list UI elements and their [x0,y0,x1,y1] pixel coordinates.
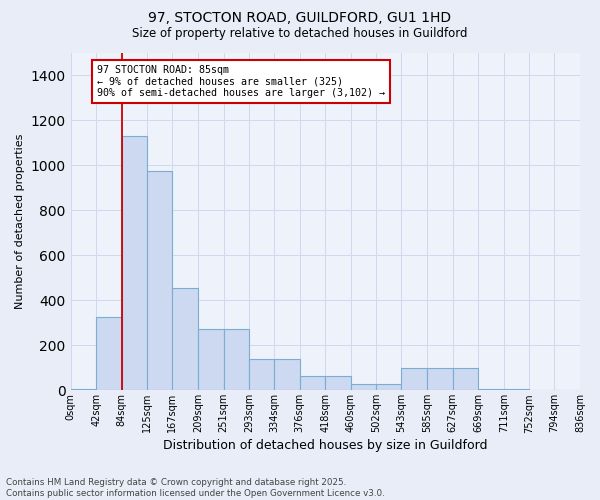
Bar [147,170,172,390]
Text: 97, STOCTON ROAD, GUILDFORD, GU1 1HD: 97, STOCTON ROAD, GUILDFORD, GU1 1HD [148,12,452,26]
Bar [249,359,274,390]
Bar [351,384,376,390]
Bar [274,359,299,390]
Bar [452,368,478,390]
Bar [224,330,249,390]
Text: Contains HM Land Registry data © Crown copyright and database right 2025.
Contai: Contains HM Land Registry data © Crown c… [6,478,385,498]
Bar [122,136,147,390]
Bar [96,317,122,390]
Bar [172,288,198,390]
X-axis label: Distribution of detached houses by size in Guildford: Distribution of detached houses by size … [163,440,488,452]
Text: 97 STOCTON ROAD: 85sqm
← 9% of detached houses are smaller (325)
90% of semi-det: 97 STOCTON ROAD: 85sqm ← 9% of detached … [97,65,385,98]
Bar [478,389,504,390]
Bar [504,389,529,390]
Y-axis label: Number of detached properties: Number of detached properties [15,134,25,309]
Bar [325,376,351,390]
Bar [401,368,427,390]
Bar [376,384,401,390]
Bar [71,389,96,390]
Text: Size of property relative to detached houses in Guildford: Size of property relative to detached ho… [132,28,468,40]
Bar [299,376,325,390]
Bar [427,368,452,390]
Bar [198,330,224,390]
